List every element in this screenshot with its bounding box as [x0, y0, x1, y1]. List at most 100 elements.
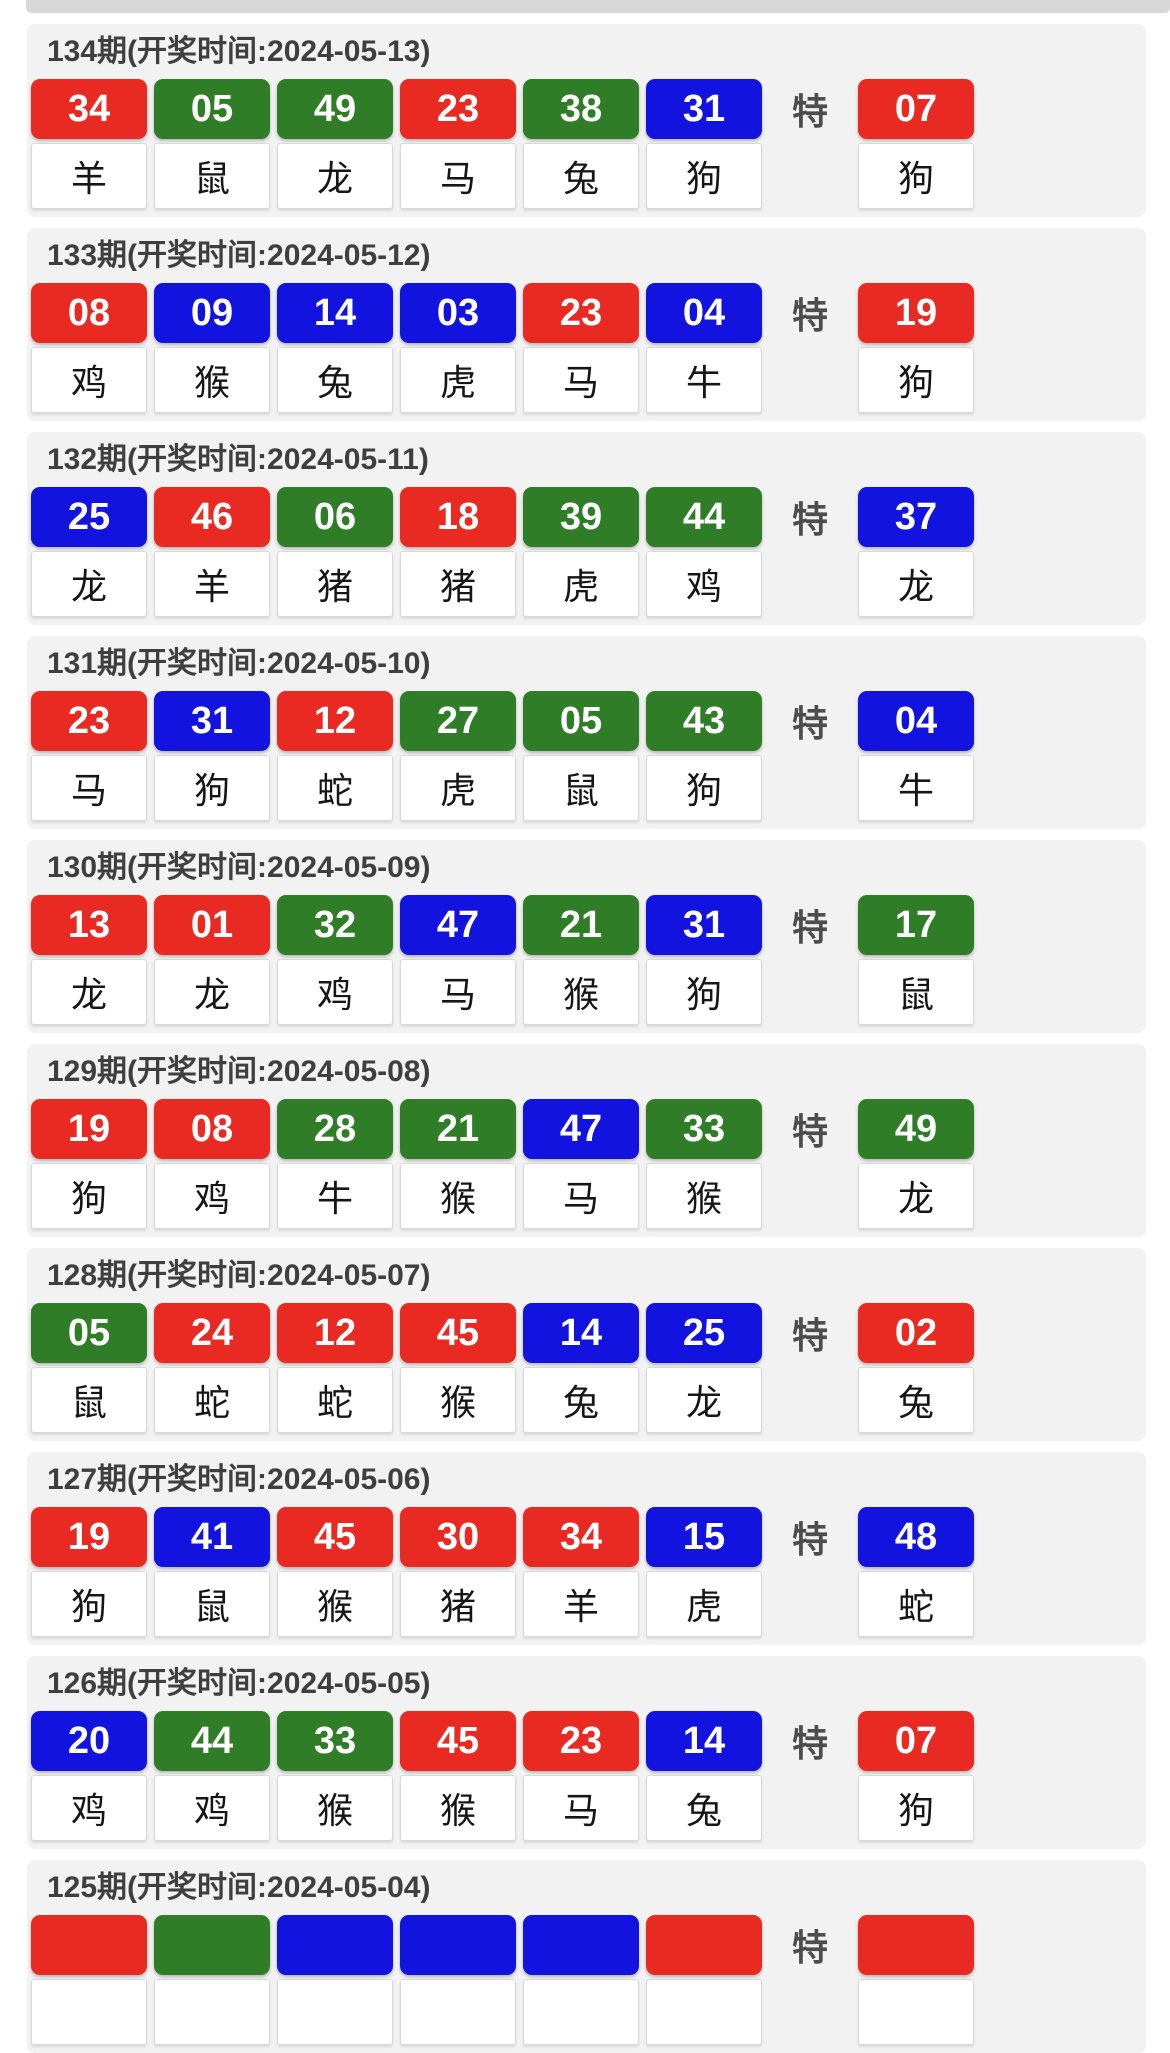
zodiac-label: 猪 [277, 551, 393, 617]
special-zodiac-label: 兔 [858, 1367, 974, 1433]
numbers-row: 13 龙 01 龙 32 鸡 47 马 21 猴 31 狗 特 17 鼠 [31, 895, 1146, 1025]
special-zodiac-label: 鼠 [858, 959, 974, 1025]
period-title: 131期(开奖时间:2024-05-10) [47, 647, 431, 680]
number-cell: 05 鼠 [523, 691, 639, 821]
special-zodiac-label [858, 1979, 974, 2045]
special-label: 特 [791, 907, 828, 948]
special-number-cell: 48 蛇 [858, 1507, 974, 1637]
number-ball: 25 [646, 1303, 762, 1363]
zodiac-label: 马 [400, 143, 516, 209]
special-ball: 07 [858, 79, 974, 139]
zodiac-label: 兔 [523, 143, 639, 209]
numbers-row: 20 鸡 44 鸡 33 猴 45 猴 23 马 14 兔 特 07 狗 [31, 1711, 1146, 1841]
number-cell: 12 蛇 [277, 1303, 393, 1433]
zodiac-label [523, 1979, 639, 2045]
zodiac-label: 羊 [31, 143, 147, 209]
number-ball: 14 [277, 283, 393, 343]
number-ball: 44 [154, 1711, 270, 1771]
zodiac-label: 龙 [31, 959, 147, 1025]
number-cell: 33 猴 [646, 1099, 762, 1229]
special-zodiac-label: 龙 [858, 1163, 974, 1229]
zodiac-label: 猴 [646, 1163, 762, 1229]
number-cell: 20 鸡 [31, 1711, 147, 1841]
zodiac-label: 虎 [646, 1571, 762, 1637]
zodiac-label: 鸡 [154, 1775, 270, 1841]
special-zodiac-label: 牛 [858, 755, 974, 821]
number-ball: 34 [523, 1507, 639, 1567]
zodiac-label: 马 [400, 959, 516, 1025]
zodiac-label: 猴 [400, 1163, 516, 1229]
zodiac-label [31, 1979, 147, 2045]
special-number-cell: 07 狗 [858, 79, 974, 209]
zodiac-label: 马 [31, 755, 147, 821]
number-ball: 33 [646, 1099, 762, 1159]
number-cell: 47 马 [523, 1099, 639, 1229]
number-cell: 15 虎 [646, 1507, 762, 1637]
period-card: 131期(开奖时间:2024-05-10) 23 马 31 狗 12 蛇 27 … [27, 636, 1146, 829]
number-ball: 44 [646, 487, 762, 547]
number-cell: 01 龙 [154, 895, 270, 1025]
number-cell: 27 虎 [400, 691, 516, 821]
number-ball: 12 [277, 691, 393, 751]
zodiac-label: 猴 [154, 347, 270, 413]
zodiac-label [400, 1979, 516, 2045]
zodiac-label: 猪 [400, 551, 516, 617]
number-cell: 33 猴 [277, 1711, 393, 1841]
special-ball: 48 [858, 1507, 974, 1567]
number-cell [154, 1915, 270, 2045]
number-ball: 21 [400, 1099, 516, 1159]
zodiac-label: 鼠 [523, 755, 639, 821]
special-ball: 07 [858, 1711, 974, 1771]
period-title: 128期(开奖时间:2024-05-07) [47, 1259, 431, 1292]
number-ball: 24 [154, 1303, 270, 1363]
number-ball [154, 1915, 270, 1975]
number-cell: 43 狗 [646, 691, 762, 821]
zodiac-label: 狗 [646, 755, 762, 821]
number-cell: 18 猪 [400, 487, 516, 617]
number-ball [277, 1915, 393, 1975]
period-card: 125期(开奖时间:2024-05-04) 特 [27, 1860, 1146, 2053]
numbers-row: 34 羊 05 鼠 49 龙 23 马 38 兔 31 狗 特 07 狗 [31, 79, 1146, 209]
zodiac-label: 鸡 [646, 551, 762, 617]
special-label: 特 [791, 1927, 828, 1968]
number-cell: 24 蛇 [154, 1303, 270, 1433]
special-label: 特 [791, 1111, 828, 1152]
special-number-cell: 07 狗 [858, 1711, 974, 1841]
number-cell: 39 虎 [523, 487, 639, 617]
number-cell: 45 猴 [400, 1303, 516, 1433]
number-cell: 49 龙 [277, 79, 393, 209]
zodiac-label: 马 [523, 347, 639, 413]
zodiac-label: 鸡 [154, 1163, 270, 1229]
number-cell: 09 猴 [154, 283, 270, 413]
number-ball: 14 [523, 1303, 639, 1363]
number-ball: 21 [523, 895, 639, 955]
number-cell [400, 1915, 516, 2045]
previous-block-divider [26, 0, 1170, 13]
special-label: 特 [791, 703, 828, 744]
number-cell: 25 龙 [31, 487, 147, 617]
zodiac-label: 猴 [277, 1775, 393, 1841]
number-ball: 05 [523, 691, 639, 751]
numbers-row: 08 鸡 09 猴 14 兔 03 虎 23 马 04 牛 特 19 狗 [31, 283, 1146, 413]
number-ball: 23 [523, 283, 639, 343]
number-cell: 25 龙 [646, 1303, 762, 1433]
number-ball: 45 [400, 1303, 516, 1363]
number-cell: 47 马 [400, 895, 516, 1025]
period-title: 125期(开奖时间:2024-05-04) [47, 1871, 431, 1904]
zodiac-label: 鼠 [154, 143, 270, 209]
zodiac-label: 虎 [400, 755, 516, 821]
zodiac-label: 狗 [646, 959, 762, 1025]
special-zodiac-label: 狗 [858, 347, 974, 413]
main-numbers: 19 狗 41 鼠 45 猴 30 猪 34 羊 15 虎 [31, 1507, 762, 1637]
number-cell [523, 1915, 639, 2045]
special-label: 特 [791, 91, 828, 132]
number-ball: 27 [400, 691, 516, 751]
number-cell: 13 龙 [31, 895, 147, 1025]
number-ball: 33 [277, 1711, 393, 1771]
number-cell: 19 狗 [31, 1507, 147, 1637]
main-numbers: 34 羊 05 鼠 49 龙 23 马 38 兔 31 狗 [31, 79, 762, 209]
number-cell: 21 猴 [523, 895, 639, 1025]
number-ball: 43 [646, 691, 762, 751]
zodiac-label: 兔 [523, 1367, 639, 1433]
period-card: 127期(开奖时间:2024-05-06) 19 狗 41 鼠 45 猴 30 … [27, 1452, 1146, 1645]
